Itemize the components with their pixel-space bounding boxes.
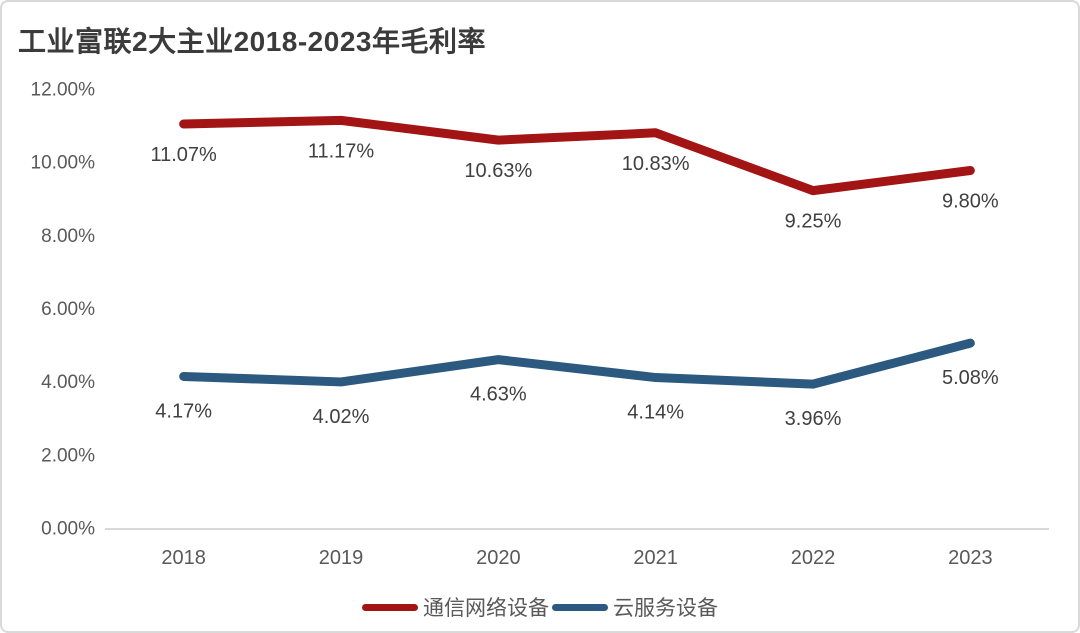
y-axis-tick-label: 0.00%	[41, 519, 95, 540]
legend-label: 通信网络设备	[423, 597, 549, 620]
y-axis-tick-label: 8.00%	[41, 226, 95, 247]
legend-item-series-0: 通信网络设备	[362, 592, 549, 622]
data-label: 4.14%	[627, 402, 684, 424]
legend-line-swatch-icon	[552, 603, 608, 611]
data-label: 4.63%	[470, 384, 527, 406]
data-label: 10.83%	[622, 153, 690, 175]
x-axis-label: 2019	[319, 547, 364, 569]
x-axis-label: 2020	[476, 547, 521, 569]
y-axis-tick-label: 10.00%	[31, 153, 96, 174]
legend-label: 云服务设备	[613, 597, 718, 620]
y-axis-tick-label: 6.00%	[41, 299, 95, 320]
data-label: 3.96%	[785, 408, 842, 430]
x-axis-label: 2018	[161, 547, 206, 569]
data-label: 5.08%	[942, 367, 999, 389]
chart-title: 工业富联2大主业2018-2023年毛利率	[18, 26, 486, 57]
y-axis-tick-label: 2.00%	[41, 445, 95, 466]
data-label: 4.17%	[155, 400, 212, 422]
y-axis-tick-label: 4.00%	[41, 372, 95, 393]
x-axis-label: 2023	[948, 547, 993, 569]
data-label: 11.17%	[308, 140, 375, 162]
x-axis-label: 2021	[633, 547, 678, 569]
x-axis-label: 2022	[791, 547, 836, 569]
data-label: 10.63%	[464, 160, 532, 182]
data-label: 4.02%	[313, 406, 370, 428]
legend-item-series-1: 云服务设备	[552, 592, 718, 622]
data-label: 11.07%	[150, 144, 217, 166]
y-axis-tick-label: 12.00%	[31, 80, 96, 101]
chart-legend: 通信网络设备 云服务设备	[2, 592, 1078, 622]
series-line-0	[179, 115, 975, 196]
data-label: 9.80%	[942, 190, 999, 212]
legend-line-swatch-icon	[362, 603, 418, 611]
series-line-1	[179, 338, 975, 389]
data-label: 9.25%	[785, 211, 842, 233]
